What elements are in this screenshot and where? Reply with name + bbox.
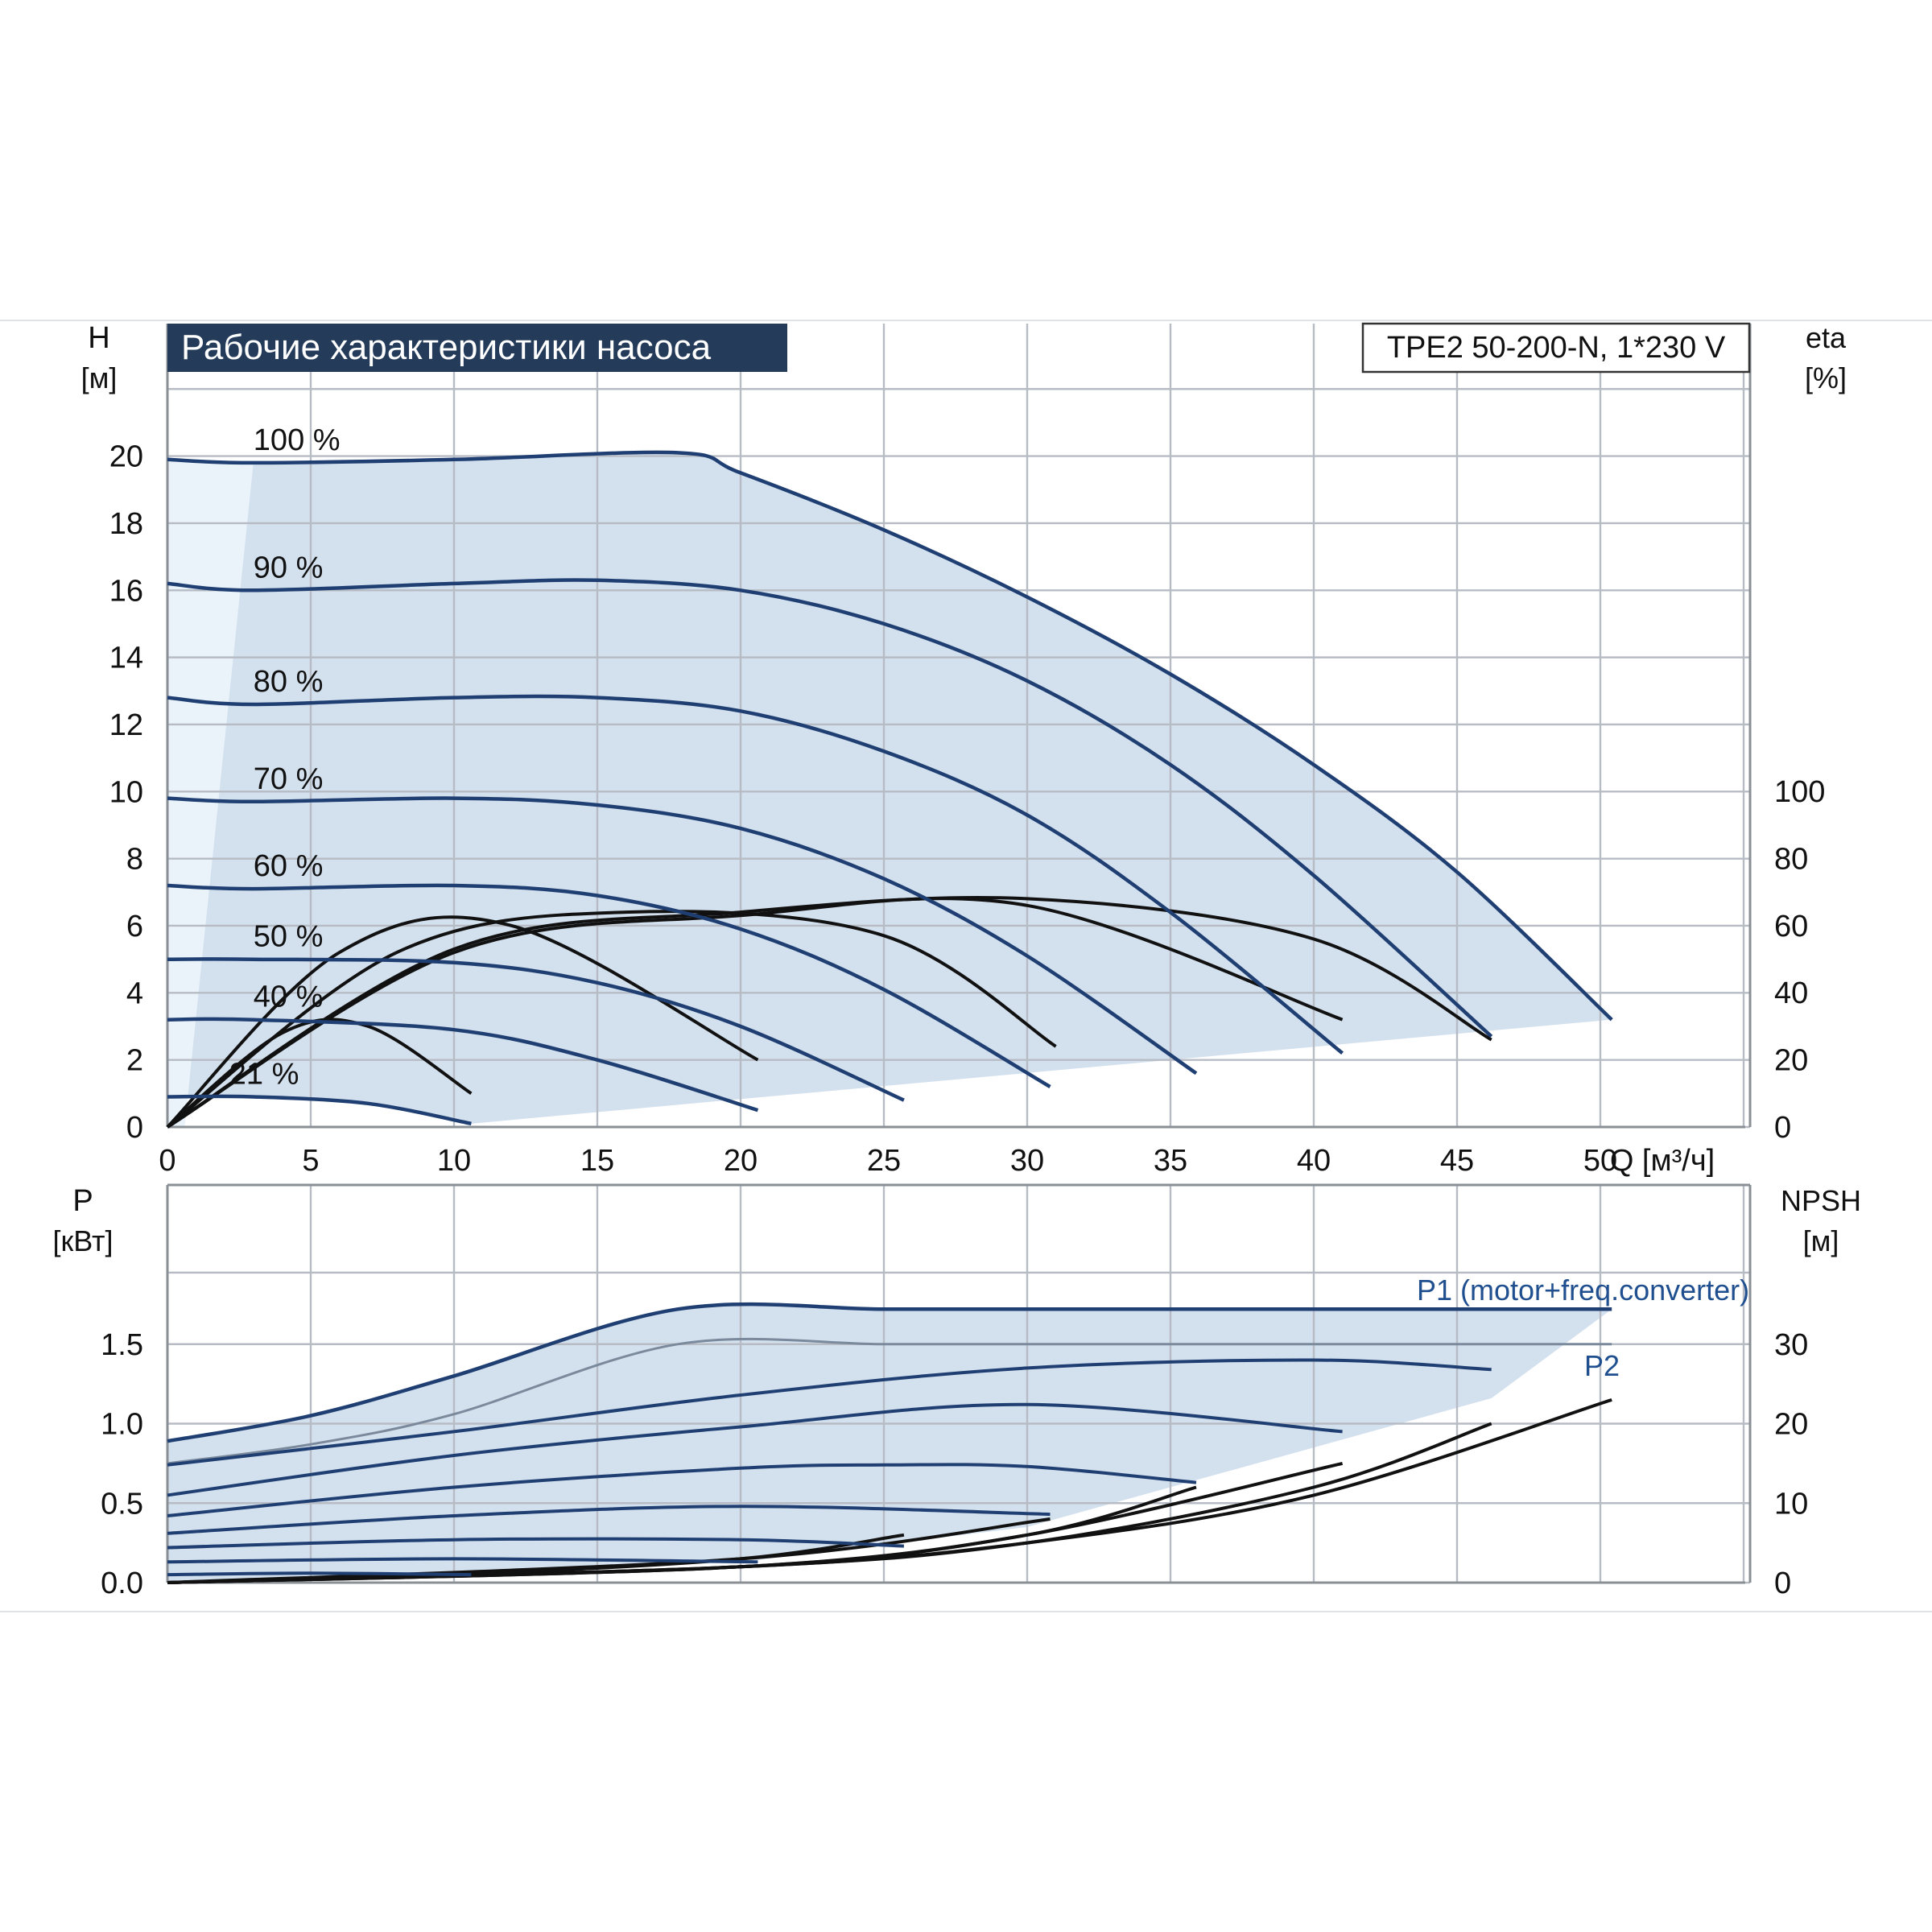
eta-tick-label: 0	[1774, 1111, 1791, 1145]
y-tick-label: 2	[126, 1044, 143, 1078]
head-curve	[167, 957, 905, 1102]
x-tick-label: 30	[1010, 1144, 1044, 1178]
power-curve	[167, 1537, 904, 1550]
npsh-tick-label: 30	[1774, 1328, 1808, 1362]
x-tick-label: 35	[1154, 1144, 1187, 1178]
y-tick-label: 8	[126, 843, 143, 877]
eta-tick-label: 80	[1774, 842, 1808, 876]
eta-tick-label: 100	[1774, 775, 1825, 809]
chart-title: Рабочие характеристики насоса	[181, 328, 712, 367]
model-label: TPE2 50-200-N, 1*230 V	[1387, 331, 1726, 365]
head-axis-ticks: 0 5 10 15 20 25 30 35 40 45 50 0 2 4 6 8 10 12 14 16 18 20 0 20…	[109, 440, 1826, 1178]
head-panel: 0 5 10 15 20 25 30 35 40 45 50 0 2 4 6 8 10 12 14 16 18 20 0 20…	[81, 321, 1847, 1178]
speed-labels: 100 % 90 % 80 % 70 % 60 % 50 % 40 % 21 %	[229, 423, 341, 1092]
speed-label: 80 %	[254, 665, 324, 699]
title-banner	[167, 324, 787, 372]
y-tick-label: 0	[126, 1111, 143, 1145]
efficiency-curves	[166, 896, 1492, 1129]
model-box	[1361, 322, 1751, 374]
y-axis-label-npsh: NPSH	[1781, 1184, 1861, 1217]
speed-label: 100 %	[254, 423, 341, 457]
npsh-curve	[167, 1533, 905, 1584]
x-tick-label: 5	[302, 1144, 319, 1178]
head-curve	[167, 694, 1344, 1055]
power-panel: 0.0 0.5 1.0 1.5 0 10 20 30 P [кВт] NPSH [м] P1 …	[52, 1183, 1861, 1600]
p-tick-label: 0.0	[101, 1567, 143, 1600]
x-tick-label: 15	[580, 1144, 614, 1178]
head-curves	[167, 450, 1613, 1126]
series-label-p2: P2	[1584, 1349, 1620, 1382]
power-curve	[167, 1358, 1492, 1467]
speed-label: 60 %	[254, 849, 324, 883]
x-tick-label: 0	[159, 1144, 175, 1178]
power-curve	[167, 1463, 1197, 1517]
power-curve	[167, 1557, 758, 1564]
x-tick-label: 25	[867, 1144, 901, 1178]
npsh-tick-label: 20	[1774, 1408, 1808, 1442]
x-tick-label: 50	[1583, 1144, 1617, 1178]
power-curve	[167, 1571, 472, 1577]
speed-label: 70 %	[254, 762, 324, 796]
y-axis-unit-h: [м]	[81, 361, 118, 394]
power-curves	[167, 1302, 1612, 1577]
npsh-tick-label: 10	[1774, 1487, 1808, 1521]
series-label-p1: P1 (motor+freq.converter)	[1417, 1274, 1749, 1307]
y-tick-label: 12	[109, 708, 143, 742]
y-tick-label: 16	[109, 574, 143, 608]
power-axis-ticks: 0.0 0.5 1.0 1.5 0 10 20 30	[101, 1328, 1808, 1600]
y-axis-label-eta: eta	[1806, 321, 1847, 354]
power-curve	[167, 1505, 1051, 1535]
head-curve	[167, 883, 1051, 1088]
eta-tick-label: 20	[1774, 1044, 1808, 1078]
power-grid	[166, 1183, 1752, 1584]
x-axis-label: Q [м³/ч]	[1610, 1144, 1715, 1178]
npsh-tick-label: 0	[1774, 1567, 1791, 1600]
p-tick-label: 0.5	[101, 1487, 143, 1521]
efficiency-curve	[166, 897, 1344, 1129]
x-tick-label: 10	[437, 1144, 471, 1178]
efficiency-curve	[166, 910, 1057, 1129]
head-curve	[167, 1094, 472, 1126]
speed-label: 90 %	[254, 551, 324, 584]
head-grid	[166, 324, 1752, 1129]
y-tick-label: 10	[109, 775, 143, 809]
x-tick-label: 20	[724, 1144, 758, 1178]
p-tick-label: 1.5	[101, 1328, 143, 1362]
speed-label: 50 %	[254, 920, 324, 954]
eta-tick-label: 40	[1774, 976, 1808, 1010]
y-axis-label-p: P	[72, 1184, 93, 1218]
y-axis-label-h: H	[88, 321, 109, 355]
speed-label: 21 %	[229, 1057, 299, 1091]
y-axis-unit-npsh: [м]	[1803, 1224, 1839, 1257]
speed-label: 40 %	[254, 980, 324, 1014]
power-curve	[167, 1402, 1343, 1497]
efficiency-curve	[166, 1018, 473, 1129]
y-axis-unit-p: [кВт]	[52, 1224, 113, 1257]
x-tick-label: 40	[1297, 1144, 1331, 1178]
y-tick-label: 4	[126, 976, 143, 1010]
operating-area	[167, 452, 1612, 1124]
eta-tick-label: 60	[1774, 910, 1808, 943]
head-curve	[167, 796, 1198, 1075]
y-tick-label: 14	[109, 642, 143, 675]
power-envelope-curve	[167, 1302, 1612, 1443]
head-curve	[167, 1017, 759, 1113]
head-curve	[167, 450, 1613, 1022]
y-tick-label: 18	[109, 507, 143, 541]
y-axis-unit-eta: [%]	[1805, 361, 1847, 394]
p-tick-label: 1.0	[101, 1408, 143, 1442]
power-envelope-curve	[167, 1337, 1612, 1465]
y-tick-label: 6	[126, 910, 143, 943]
head-curve	[167, 578, 1493, 1038]
y-tick-label: 20	[109, 440, 143, 474]
x-tick-label: 45	[1440, 1144, 1474, 1178]
